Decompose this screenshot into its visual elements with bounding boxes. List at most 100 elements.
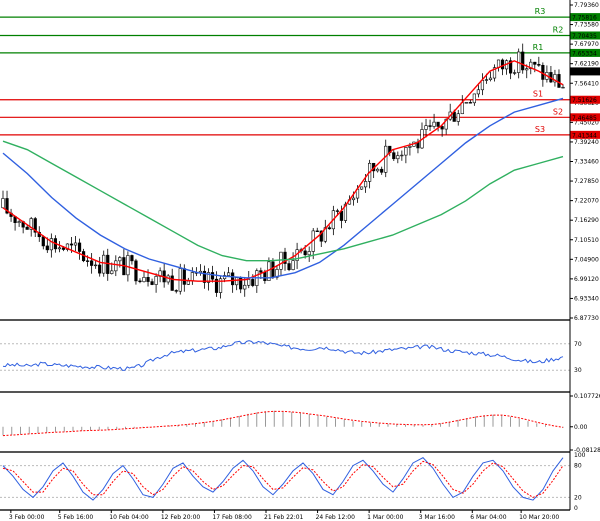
candle-body — [480, 80, 485, 91]
x-tick-label: 5 Feb 16:00 — [58, 514, 94, 521]
candle-body — [114, 260, 118, 272]
candle-body — [154, 276, 158, 285]
level-name-s3: S3 — [535, 125, 545, 134]
pane-background — [0, 324, 570, 390]
level-price-value: 7.41344 — [572, 132, 597, 139]
candle-body — [41, 236, 45, 247]
candle — [327, 225, 331, 230]
candle — [464, 102, 468, 104]
candle-body — [339, 210, 344, 221]
macd-tick-label: -0.081282 — [574, 447, 600, 454]
stoch-signal-line — [2, 460, 564, 498]
candle-body — [307, 251, 311, 256]
candle — [130, 254, 134, 265]
y-tick-label: 7.79360 — [574, 2, 599, 9]
candle — [98, 256, 102, 277]
candle — [396, 151, 400, 164]
candle — [376, 167, 380, 173]
candle — [359, 186, 364, 190]
candle-body — [102, 254, 106, 274]
candle-body — [69, 243, 74, 246]
rsi-pane: 70 30 — [0, 324, 582, 393]
candle — [154, 273, 158, 293]
x-tick-label: 1 Mar 00:00 — [367, 514, 403, 521]
x-tick-label: 10 Feb 04:00 — [109, 514, 149, 521]
y-tick-label: 7.27850 — [574, 178, 599, 185]
candle — [424, 118, 428, 138]
candle-body — [525, 68, 529, 71]
x-tick-label: 10 Mar 20:00 — [519, 514, 559, 521]
candle — [114, 255, 118, 277]
rsi-tick-label: 70 — [574, 341, 582, 348]
current-price-value: 7.59920 — [572, 69, 597, 76]
candle — [94, 260, 98, 269]
candle-body — [509, 60, 513, 74]
candle — [468, 100, 472, 104]
macd-signal-line — [2, 410, 564, 437]
candle-body — [315, 230, 319, 232]
candle — [472, 93, 476, 106]
y-tick-label: 7.39240 — [574, 139, 599, 146]
stochastic-pane: 100 80 20 0 — [0, 452, 586, 512]
candle-body — [29, 218, 33, 230]
candle-body — [94, 264, 98, 267]
x-tick-label: 6 Mar 04:00 — [470, 514, 506, 521]
current-price-tag — [570, 67, 600, 76]
level-price-tag — [570, 13, 600, 22]
candle-body — [49, 238, 53, 251]
candle-body — [86, 260, 90, 262]
rsi-line — [2, 340, 564, 371]
candle-body — [227, 272, 231, 276]
x-tick-label: 3 Feb 00:00 — [9, 514, 45, 521]
candle-body — [190, 272, 194, 282]
candle — [533, 61, 537, 73]
level-price-tag — [570, 113, 600, 122]
time-axis: 3 Feb 00:00 5 Feb 16:00 10 Feb 04:00 12 Feb… — [9, 510, 559, 521]
y-tick-label: 7.10510 — [574, 237, 599, 244]
candle-body — [327, 227, 331, 230]
candle-body — [303, 250, 307, 256]
candle — [476, 83, 480, 98]
candle-body — [206, 272, 211, 283]
y-tick-label: 7.45020 — [574, 119, 599, 126]
candle — [561, 84, 565, 89]
candle — [73, 236, 78, 252]
candle — [500, 58, 505, 76]
macd-tick-label: 0.107726 — [574, 393, 600, 400]
candle — [45, 237, 49, 253]
candle-body — [61, 247, 66, 250]
candle-body — [218, 278, 223, 293]
candle-body — [45, 245, 49, 251]
candle — [488, 71, 493, 82]
y-tick-label: 7.22070 — [574, 198, 599, 205]
candle-body — [476, 89, 480, 95]
candle-body — [106, 254, 110, 274]
candle — [202, 265, 207, 289]
green-ma-line — [2, 140, 564, 262]
candle-body — [77, 242, 82, 252]
candle — [440, 124, 444, 137]
candle-body — [384, 145, 388, 173]
candle — [275, 265, 279, 280]
y-tick-label: 7.33460 — [574, 159, 599, 166]
candle-body — [343, 203, 348, 221]
candle-body — [235, 277, 239, 286]
candle — [102, 250, 106, 277]
candle-body — [130, 255, 134, 262]
candle-body — [90, 260, 94, 266]
candle — [65, 243, 70, 252]
pane-background — [0, 5, 570, 318]
level-name-r2: R2 — [553, 25, 564, 34]
candle-body — [464, 102, 468, 104]
candle-body — [65, 243, 70, 250]
candle-body — [408, 146, 412, 148]
candle-body — [182, 268, 186, 285]
candle — [247, 270, 251, 289]
candle — [206, 268, 211, 291]
candle-body — [500, 59, 505, 70]
x-tick-label: 12 Feb 20:00 — [161, 514, 201, 521]
candle — [513, 69, 517, 76]
macd-pane: 0.107726 0.00 -0.081282 — [0, 393, 600, 454]
candle-body — [291, 260, 295, 270]
